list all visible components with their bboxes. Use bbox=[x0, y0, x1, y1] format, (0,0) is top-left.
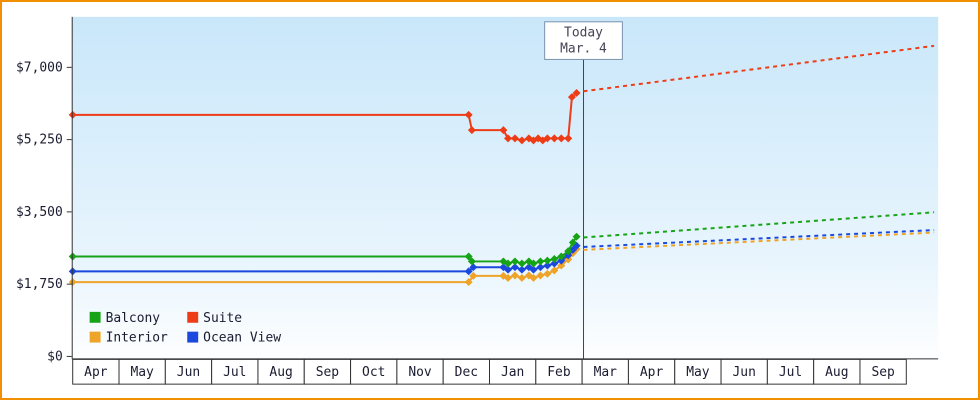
y-axis-tick-label: $0 bbox=[47, 349, 63, 364]
month-cell bbox=[72, 358, 120, 385]
month-label: May bbox=[130, 365, 154, 380]
y-axis-tick-label: $1,750 bbox=[16, 277, 63, 292]
data-point-marker-interior bbox=[543, 269, 552, 278]
legend-label-ocean-view: Ocean View bbox=[203, 331, 281, 346]
legend-label-interior: Interior bbox=[106, 331, 169, 346]
month-cell bbox=[535, 358, 583, 385]
data-point-marker-interior bbox=[517, 273, 526, 282]
data-point-marker-balcony bbox=[557, 252, 566, 261]
today-marker-box bbox=[544, 21, 623, 60]
month-label: Aug bbox=[269, 365, 292, 380]
legend-swatch-ocean-view bbox=[187, 331, 199, 343]
month-cell bbox=[211, 358, 259, 385]
month-cell bbox=[257, 358, 305, 385]
data-point-marker-suite bbox=[567, 93, 576, 102]
month-label: Nov bbox=[408, 365, 432, 380]
month-label: Feb bbox=[547, 365, 570, 380]
legend-label-balcony: Balcony bbox=[106, 311, 161, 326]
data-point-marker-ocean-view bbox=[464, 267, 473, 276]
month-cell bbox=[489, 358, 537, 385]
month-label: Sep bbox=[871, 365, 894, 380]
month-label: Aug bbox=[825, 365, 848, 380]
month-cell bbox=[164, 358, 213, 385]
y-axis-tick-label: $5,250 bbox=[16, 133, 63, 148]
series-forecast-line-interior bbox=[583, 231, 935, 251]
legend-swatch-suite bbox=[187, 311, 199, 323]
month-cell bbox=[674, 358, 722, 385]
data-point-marker-ocean-view bbox=[517, 265, 526, 274]
month-label: Jul bbox=[779, 365, 802, 380]
data-point-marker-balcony bbox=[517, 259, 526, 268]
month-label: Apr bbox=[84, 365, 108, 380]
month-cell bbox=[859, 358, 907, 385]
month-label: Sep bbox=[316, 365, 339, 380]
data-point-marker-interior bbox=[464, 278, 473, 287]
month-cell bbox=[766, 358, 815, 385]
data-point-marker-balcony bbox=[543, 256, 552, 265]
month-label: Apr bbox=[640, 365, 664, 380]
y-axis-tick-label: $7,000 bbox=[16, 60, 63, 75]
month-label: Oct bbox=[362, 365, 385, 380]
month-cell bbox=[720, 358, 768, 385]
series-forecast-line-balcony bbox=[583, 211, 935, 239]
legend-swatch-balcony bbox=[89, 311, 101, 323]
legend-label-suite: Suite bbox=[203, 311, 242, 326]
month-label: Mar bbox=[594, 365, 618, 380]
series-forecast-line-ocean-view bbox=[583, 229, 935, 248]
month-cell bbox=[118, 358, 166, 385]
data-point-marker-balcony bbox=[572, 232, 581, 241]
data-point-marker-ocean-view bbox=[529, 265, 538, 274]
today-label-line1: Today bbox=[564, 26, 603, 41]
month-label: Jan bbox=[501, 365, 524, 380]
month-label: May bbox=[686, 365, 710, 380]
y-axis-tick-label: $3,500 bbox=[16, 205, 63, 220]
today-label-line2: Mar. 4 bbox=[560, 42, 607, 57]
data-point-marker-interior bbox=[529, 273, 538, 282]
data-point-marker-balcony bbox=[529, 259, 538, 268]
data-point-marker-interior bbox=[557, 261, 566, 270]
month-label: Jul bbox=[223, 365, 246, 380]
data-point-marker-ocean-view bbox=[543, 261, 552, 270]
data-point-marker-suite bbox=[464, 110, 473, 119]
series-forecast-line-suite bbox=[583, 44, 935, 93]
legend-swatch-interior bbox=[89, 331, 101, 343]
month-label: Dec bbox=[455, 365, 478, 380]
month-cell bbox=[627, 358, 676, 385]
data-point-marker-interior bbox=[469, 271, 478, 280]
month-label: Jun bbox=[177, 365, 200, 380]
plot-background bbox=[71, 16, 939, 359]
month-cell bbox=[303, 358, 352, 385]
data-point-marker-suite bbox=[572, 88, 581, 97]
data-point-marker-balcony bbox=[464, 252, 473, 261]
data-point-marker-ocean-view bbox=[557, 256, 566, 265]
month-cell bbox=[442, 358, 490, 385]
month-label: Jun bbox=[733, 365, 756, 380]
month-cell bbox=[396, 358, 444, 385]
